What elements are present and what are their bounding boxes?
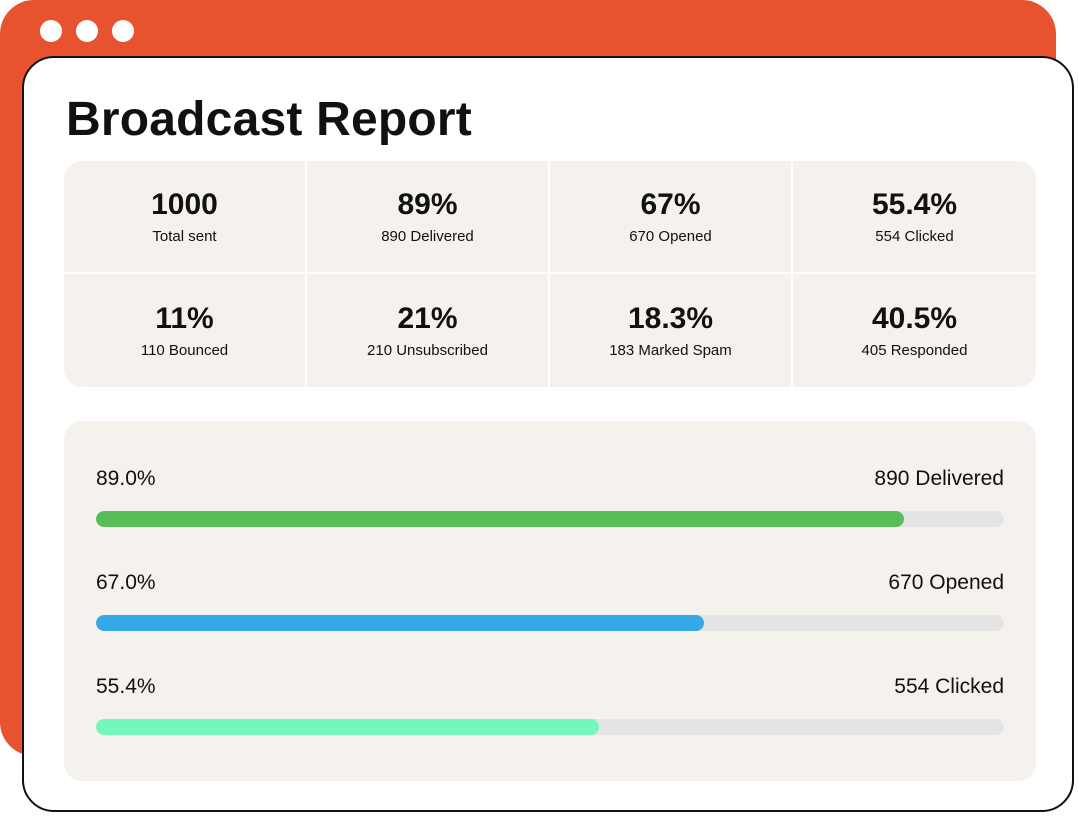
progress-percent: 89.0% — [96, 467, 156, 490]
progress-delivered: 89.0% 890 Delivered — [96, 465, 1004, 527]
progress-count: 554 Clicked — [894, 675, 1004, 698]
progress-clicked: 55.4% 554 Clicked — [96, 673, 1004, 735]
stat-label: 110 Bounced — [140, 342, 229, 359]
stat-delivered: 89% 890 Delivered — [307, 161, 550, 274]
progress-fill — [96, 615, 705, 631]
stat-value: 89% — [397, 188, 458, 221]
stat-unsubscribed: 21% 210 Unsubscribed — [307, 274, 550, 387]
stat-label: 554 Clicked — [875, 228, 954, 245]
window-dot-3[interactable] — [112, 20, 134, 42]
progress-track — [96, 719, 1004, 735]
progress-count: 670 Opened — [888, 571, 1004, 594]
stat-value: 67% — [640, 188, 701, 221]
progress-fill — [96, 719, 600, 735]
stat-label: 890 Delivered — [381, 228, 474, 245]
window-controls — [40, 20, 134, 42]
progress-fill — [96, 511, 905, 527]
stat-total-sent: 1000 Total sent — [64, 161, 307, 274]
page-title: Broadcast Report — [66, 93, 472, 146]
stat-label: 210 Unsubscribed — [367, 342, 488, 359]
stat-value: 18.3% — [627, 302, 714, 335]
stat-label: 405 Responded — [861, 342, 968, 359]
stat-opened: 67% 670 Opened — [550, 161, 793, 274]
progress-count: 890 Delivered — [874, 467, 1004, 490]
stats-grid: 1000 Total sent 89% 890 Delivered 67% 67… — [64, 161, 1036, 387]
stat-value: 55.4% — [871, 188, 958, 221]
stat-marked-spam: 18.3% 183 Marked Spam — [550, 274, 793, 387]
stat-responded: 40.5% 405 Responded — [793, 274, 1036, 387]
stat-bounced: 11% 110 Bounced — [64, 274, 307, 387]
progress-panel: 89.0% 890 Delivered 67.0% 670 Opened 5 — [64, 421, 1036, 781]
window-dot-2[interactable] — [76, 20, 98, 42]
report-window: Broadcast Report 1000 Total sent 89% 890… — [22, 56, 1074, 812]
progress-percent: 67.0% — [96, 571, 156, 594]
progress-track — [96, 615, 1004, 631]
progress-percent: 55.4% — [96, 675, 156, 698]
stat-value: 40.5% — [871, 302, 958, 335]
window-dot-1[interactable] — [40, 20, 62, 42]
stat-value: 21% — [397, 302, 458, 335]
stat-value: 11% — [155, 302, 214, 335]
stat-label: 670 Opened — [629, 228, 712, 245]
stat-value: 1000 — [151, 188, 218, 221]
stat-clicked: 55.4% 554 Clicked — [793, 161, 1036, 274]
progress-opened: 67.0% 670 Opened — [96, 569, 1004, 631]
progress-track — [96, 511, 1004, 527]
stat-label: 183 Marked Spam — [609, 342, 732, 359]
stat-label: Total sent — [152, 228, 217, 245]
